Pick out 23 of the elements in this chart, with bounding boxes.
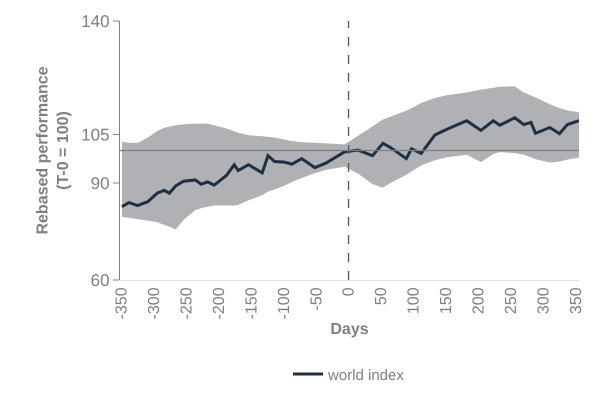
x-tick-label: -350 bbox=[114, 287, 130, 320]
x-tick-label: 300 bbox=[535, 287, 552, 314]
x-tick-label: 200 bbox=[470, 287, 488, 314]
x-tick-label: -50 bbox=[308, 287, 326, 311]
y-axis-title: Rebased performance (T-0 = 100) bbox=[34, 66, 72, 235]
y-tick-label: 60 bbox=[90, 270, 110, 290]
x-tick-label: 150 bbox=[438, 287, 456, 314]
y-tick-label: 105 bbox=[81, 125, 110, 144]
x-tick-label: -150 bbox=[243, 287, 260, 320]
x-tick-label: 50 bbox=[373, 287, 390, 306]
x-axis-title: Days bbox=[330, 321, 369, 338]
x-tick-label: 250 bbox=[503, 287, 520, 314]
x-tick-label: -250 bbox=[178, 287, 196, 320]
line-series bbox=[120, 116, 579, 208]
x-tick-label: -100 bbox=[276, 287, 293, 320]
x-tick-label: 100 bbox=[406, 287, 423, 314]
legend-label: world index bbox=[327, 366, 404, 384]
y-tick-label: 90 bbox=[90, 174, 110, 193]
x-tick-label: -200 bbox=[210, 287, 228, 320]
x-tick-label: 0 bbox=[340, 287, 358, 296]
y-tick-label: 140 bbox=[81, 12, 110, 31]
x-tick-label: -300 bbox=[146, 287, 163, 320]
x-tick-label: 350 bbox=[568, 287, 585, 314]
